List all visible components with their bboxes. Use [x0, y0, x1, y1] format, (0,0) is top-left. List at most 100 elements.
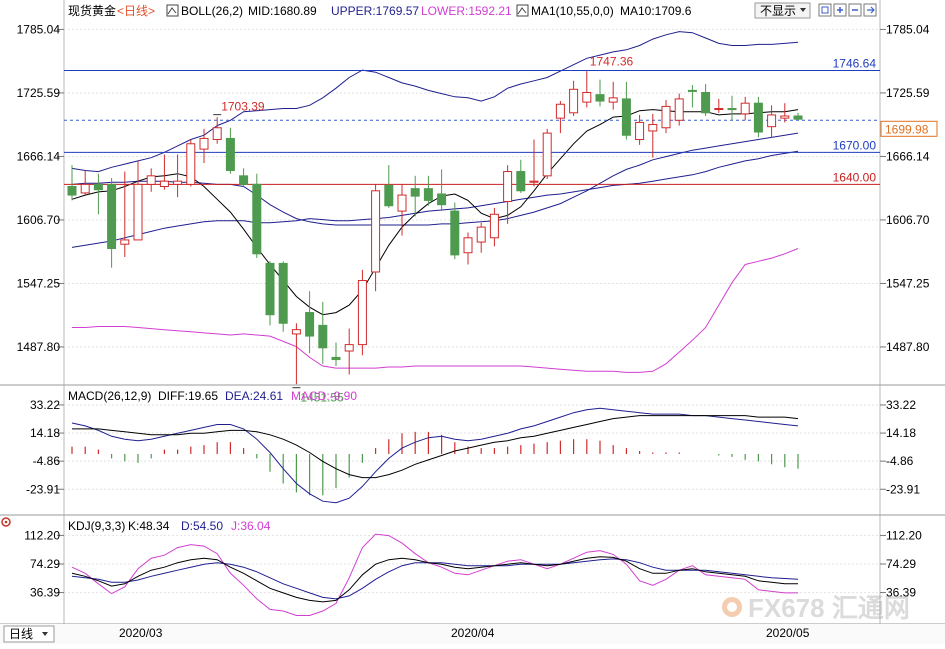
price-tick-label: 1547.25 — [17, 276, 61, 290]
hide-toggle-button[interactable]: 不显示 — [754, 2, 811, 19]
macd-tick-label: -23.91 — [886, 482, 920, 496]
zoom-in-icon[interactable] — [833, 3, 847, 17]
kdj-tick-label: 36.39 — [886, 586, 916, 600]
candle[interactable] — [252, 173, 262, 259]
candle[interactable] — [569, 80, 579, 117]
price-grid — [64, 28, 880, 348]
candle[interactable] — [687, 85, 697, 108]
macd-dea-value: DEA:24.61 — [225, 389, 283, 403]
candle[interactable] — [239, 168, 249, 187]
candle[interactable] — [93, 173, 103, 215]
candle[interactable] — [648, 113, 658, 158]
candle[interactable] — [146, 168, 156, 192]
hide-toggle-label: 不显示 — [760, 4, 796, 18]
boll-label[interactable]: BOLL(26,2) — [181, 4, 243, 18]
candle[interactable] — [291, 323, 301, 385]
candle[interactable] — [199, 128, 209, 164]
candle-body — [582, 92, 592, 103]
candle[interactable] — [357, 269, 367, 356]
macd-label[interactable]: MACD(26,12,9) — [68, 389, 151, 403]
kdj-d-value: D:54.50 — [181, 519, 223, 533]
candle[interactable] — [159, 154, 169, 190]
candle[interactable] — [437, 169, 447, 212]
price-tick-label: 1487.80 — [17, 340, 61, 354]
candle[interactable] — [318, 301, 328, 364]
candle[interactable] — [120, 171, 130, 258]
candlestick-series[interactable] — [67, 71, 803, 385]
candle-body — [252, 183, 262, 255]
candle[interactable] — [674, 93, 684, 126]
candle[interactable] — [701, 83, 711, 117]
candle[interactable] — [555, 101, 565, 134]
candle[interactable] — [608, 81, 618, 110]
candle-body — [305, 312, 315, 337]
candle[interactable] — [767, 105, 777, 138]
candle[interactable] — [753, 96, 763, 138]
candle[interactable] — [410, 175, 420, 217]
candle-body — [767, 114, 777, 128]
date-label-2020-05: 2020/05 — [766, 626, 810, 640]
price-tick-label: 1606.70 — [17, 213, 61, 227]
candle[interactable] — [133, 160, 143, 241]
kdj-label[interactable]: KDJ(9,3,3) — [68, 519, 125, 533]
fx678-watermark: FX678 汇通网 — [722, 593, 910, 623]
candle[interactable] — [186, 139, 196, 187]
zoom-out-icon[interactable] — [848, 3, 862, 17]
candle[interactable] — [529, 139, 539, 187]
candle[interactable] — [331, 342, 341, 366]
prior-high-annotation: 1703.39 — [221, 100, 265, 114]
candle[interactable] — [582, 71, 592, 108]
scroll-icon[interactable] — [863, 3, 877, 17]
macd-dea-line — [72, 415, 799, 479]
ma-label[interactable]: MA1(10,55,0,0) — [531, 4, 614, 18]
kdj-k-line — [71, 556, 798, 603]
period-link[interactable]: <日线> — [117, 4, 155, 18]
candle[interactable] — [621, 81, 631, 140]
candle[interactable] — [714, 98, 724, 113]
candle[interactable] — [305, 291, 315, 354]
candle[interactable] — [278, 261, 288, 332]
candle-body — [450, 210, 460, 256]
candle[interactable] — [635, 114, 645, 145]
candle[interactable] — [595, 79, 605, 107]
candle-body — [542, 132, 552, 177]
candle[interactable] — [740, 96, 750, 121]
candle[interactable] — [793, 112, 803, 121]
candle-body — [199, 137, 209, 150]
restore-icon[interactable] — [818, 3, 832, 17]
candle-body — [476, 226, 486, 243]
candle[interactable] — [107, 177, 117, 268]
candle[interactable] — [661, 99, 671, 134]
price-level-lines[interactable]: 1746.64 1670.00 1640.00 — [64, 56, 880, 185]
candle-body — [661, 105, 671, 129]
candle[interactable] — [450, 202, 460, 260]
candle[interactable] — [542, 128, 552, 180]
candle[interactable] — [384, 165, 394, 208]
candle[interactable] — [503, 165, 513, 224]
candle[interactable] — [516, 159, 526, 193]
period-selector[interactable]: 日线 — [3, 625, 55, 643]
candle[interactable] — [463, 232, 473, 265]
candle[interactable] — [371, 184, 381, 292]
gear-icon[interactable] — [1, 517, 11, 527]
candle-body — [239, 175, 249, 185]
candle[interactable] — [265, 261, 275, 326]
candle[interactable] — [423, 175, 433, 206]
macd-histogram[interactable] — [71, 431, 799, 496]
candle[interactable] — [225, 127, 235, 174]
boll-mid-value: MID:1680.89 — [248, 4, 317, 18]
footer-bar: 日线 2020/03 2020/04 2020/05 — [3, 625, 810, 643]
candle[interactable] — [80, 170, 90, 196]
candle[interactable] — [476, 222, 486, 253]
candle[interactable] — [212, 117, 222, 144]
candle-body — [529, 180, 539, 183]
candle[interactable] — [489, 207, 499, 247]
candle[interactable] — [780, 103, 790, 123]
candle[interactable] — [397, 184, 407, 236]
candle[interactable] — [67, 165, 77, 201]
candle[interactable] — [173, 154, 183, 198]
candle[interactable] — [344, 328, 354, 375]
candle[interactable] — [727, 95, 737, 121]
